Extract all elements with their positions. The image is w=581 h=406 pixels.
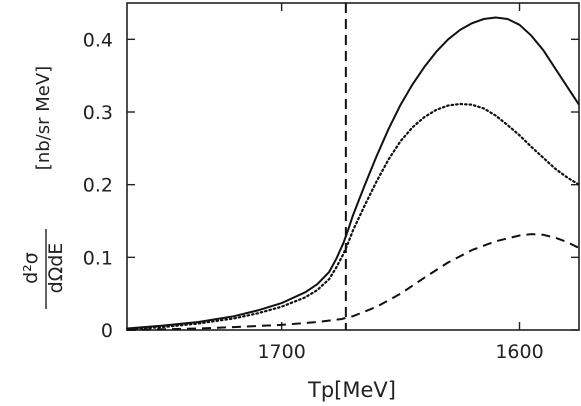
ylabel-units: [nb/sr MeV] xyxy=(33,66,54,170)
series-dotted-line xyxy=(125,102,581,331)
series-dashed-line xyxy=(126,233,580,331)
x-axis-title: Tp[MeV] xyxy=(307,378,396,402)
plot-area: 0 0.1 0.2 0.3 0.4 1700 1600 xyxy=(83,2,581,363)
y-tick-label: 0.1 xyxy=(83,247,113,269)
x-tick-label: 1700 xyxy=(257,341,305,363)
ylabel-numerator: d²σ xyxy=(20,252,42,284)
ylabel-denominator: dΩdE xyxy=(45,243,67,294)
ylabel-group: d²σ dΩdE [nb/sr MeV] xyxy=(20,66,67,309)
y-tick-label: 0.2 xyxy=(83,175,113,197)
plot-frame xyxy=(126,2,580,331)
y-tick-label: 0.3 xyxy=(83,102,113,124)
y-tick-label: 0.4 xyxy=(83,29,113,51)
series-solid-line xyxy=(126,16,580,330)
x-tick-label: 1600 xyxy=(495,341,543,363)
y-tick-label: 0 xyxy=(101,320,113,342)
